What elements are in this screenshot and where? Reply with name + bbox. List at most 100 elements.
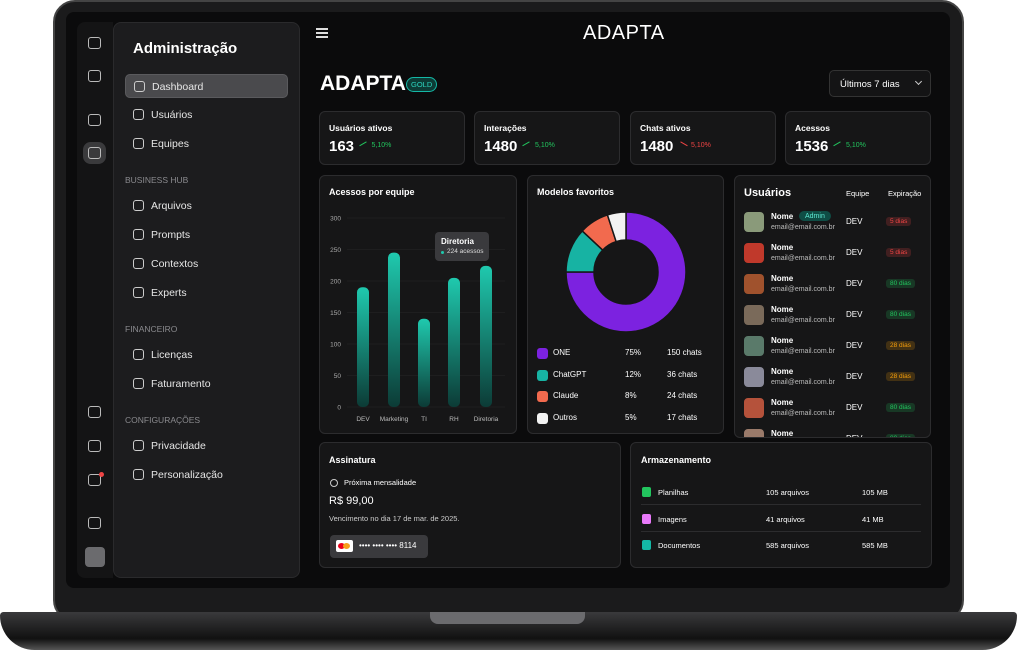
user-email: email@email.com.br (771, 348, 835, 355)
app-title: ADAPTA (583, 22, 665, 44)
stat-change: 5,10% (691, 142, 711, 149)
file-icon (642, 540, 651, 550)
icon-rail (77, 22, 113, 578)
legend-chats: 24 chats (667, 391, 698, 400)
user-name: Nome (771, 429, 794, 438)
stat-value: 1536 (795, 138, 829, 155)
stat-change: 5,10% (846, 142, 866, 149)
nav-item[interactable]: Arquivos (125, 194, 288, 218)
period-dropdown[interactable]: Últimos 7 dias (829, 70, 931, 97)
tooltip-text: 224 acessos (447, 248, 484, 255)
file-size: 585 MB (862, 541, 888, 550)
nav-icon (133, 138, 144, 149)
nav-item[interactable]: Contextos (125, 252, 288, 276)
nav-icon (133, 258, 144, 269)
user-team: DEV (846, 372, 863, 381)
trend-arrow (678, 141, 688, 150)
avatar (744, 398, 764, 418)
nav-label: Equipes (151, 138, 189, 150)
expiration-badge: 5 dias (886, 217, 912, 226)
trend-arrow (522, 141, 532, 150)
nav-item[interactable]: Faturamento (125, 372, 288, 396)
user-email: email@email.com.br (771, 379, 835, 386)
bar-chart-card: Acessos por equipe (319, 175, 517, 434)
nav-label: Prompts (151, 229, 191, 241)
nav-label: Faturamento (151, 378, 211, 390)
row-divider (641, 530, 921, 532)
chart-title: Acessos por equipe (329, 187, 415, 197)
nav-label: Experts (151, 287, 187, 299)
rail-icon[interactable] (88, 406, 101, 418)
nav-item[interactable]: Equipes (125, 132, 288, 156)
tooltip-dot (441, 251, 444, 254)
expiration-badge: 80 dias (886, 310, 915, 319)
due-date: Vencimento no dia 17 de mar. de 2025. (329, 514, 460, 523)
avatar (744, 212, 764, 232)
nav-item[interactable]: Licenças (125, 343, 288, 367)
nav-item[interactable]: Dashboard (125, 74, 288, 98)
avatar (744, 243, 764, 263)
stat-card card: Interações 1480 5,10% (474, 111, 620, 165)
nav-item[interactable]: Prompts (125, 223, 288, 247)
section-title: BUSINESS HUB (125, 175, 189, 185)
rail-icon[interactable] (88, 70, 101, 82)
user-name: Nome (771, 212, 794, 221)
user-team: DEV (846, 279, 863, 288)
nav-label: Personalização (151, 469, 223, 481)
user-team: DEV (846, 310, 863, 319)
column-header: Expiração (888, 189, 922, 198)
user-name: Nome (771, 305, 794, 314)
legend-chats: 150 chats (667, 348, 702, 357)
user-name: Nome (771, 336, 794, 345)
user-email: email@email.com.br (771, 286, 835, 293)
legend-chats: 36 chats (667, 369, 698, 379)
nav-item[interactable]: Usuários (125, 103, 288, 127)
nav-icon (133, 469, 144, 480)
payment-card[interactable]: •••• •••• •••• 8114 (330, 535, 428, 558)
file-count: 105 arquivos (766, 488, 809, 497)
stat-label: Chats ativos (640, 123, 691, 133)
legend-label: Outros (553, 412, 578, 422)
user-name: Nome (771, 367, 794, 376)
card-title: Assinatura (329, 455, 376, 465)
rail-icon[interactable] (88, 474, 101, 486)
nav-item[interactable]: Experts (125, 281, 288, 305)
file-size: 105 MB (862, 488, 888, 497)
section-title: FINANCEIRO (125, 324, 178, 334)
nav-item[interactable]: Privacidade (125, 434, 288, 458)
nav-item[interactable]: Personalização (125, 463, 288, 487)
stat-change: 5,10% (371, 142, 392, 149)
file-count: 41 arquivos (766, 514, 805, 524)
rail-icon[interactable] (88, 114, 101, 126)
chart-title: Modelos favoritos (537, 187, 615, 197)
rail-avatar[interactable] (85, 547, 105, 567)
rail-icon[interactable] (88, 517, 101, 529)
legend-chats: 17 chats (667, 412, 698, 422)
menu-button[interactable] (316, 28, 328, 38)
legend-value: 75% (625, 348, 642, 357)
file-type: Documentos (658, 541, 701, 550)
nav-label: Privacidade (151, 440, 206, 452)
expiration-badge: 80 dias (886, 279, 915, 288)
expiration-badge: 80 dias (886, 403, 915, 412)
user-name: Nome (771, 398, 794, 407)
column-header: Equipe (846, 189, 870, 198)
rail-icon[interactable] (88, 147, 101, 159)
plan-badge: GOLD (406, 77, 438, 92)
rail-icon[interactable] (88, 440, 101, 452)
file-count: 585 arquivos (766, 541, 809, 550)
rail-icon[interactable] (88, 37, 101, 49)
nav-icon (134, 81, 145, 92)
nav-label: Dashboard (152, 81, 204, 93)
laptop-notch (430, 612, 585, 624)
sidebar-title: Administração (133, 40, 238, 57)
avatar (744, 336, 764, 356)
legend-swatch (537, 391, 548, 402)
expiration-badge: 80 dias (886, 434, 915, 437)
user-team: DEV (846, 248, 863, 257)
nav-icon (133, 349, 144, 360)
stat-card card: Chats ativos 1480 5,10% (630, 111, 776, 165)
nav-icon (133, 378, 144, 389)
page-title: ADAPTA (320, 72, 406, 95)
